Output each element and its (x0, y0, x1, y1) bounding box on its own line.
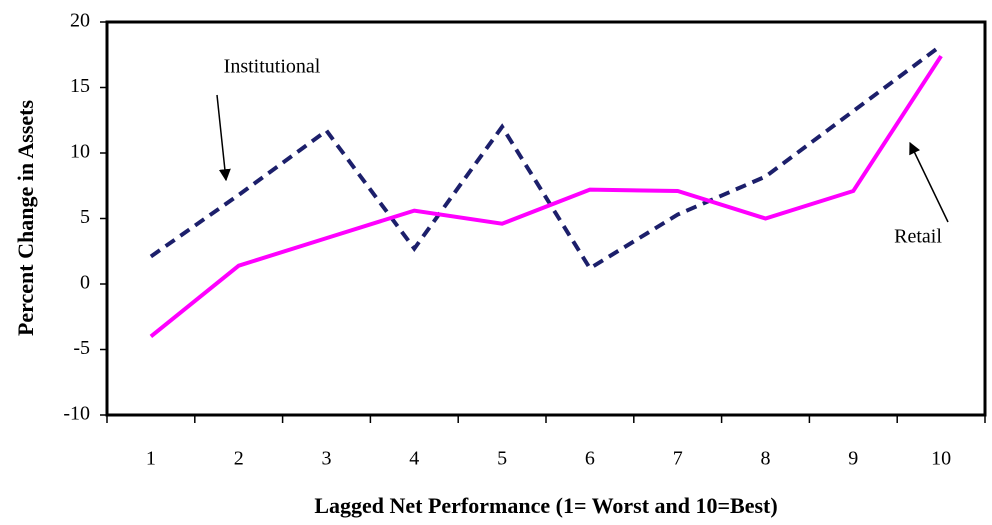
x-tick-label: 4 (409, 448, 419, 470)
series-line (149, 43, 943, 272)
annotation: Institutional (224, 56, 321, 78)
y-tick-label: -10 (63, 403, 90, 425)
x-tick-label: 6 (585, 448, 595, 470)
y-tick-label: 10 (70, 141, 90, 163)
y-tick-label: 15 (70, 75, 90, 97)
y-axis-title: Percent Change in Assets (13, 100, 38, 337)
plot-frame (105, 20, 987, 417)
x-tick-label: 3 (322, 448, 332, 470)
y-tick-label: -5 (73, 337, 90, 359)
x-tick-label: 2 (234, 448, 244, 470)
x-tick-label: 7 (673, 448, 683, 470)
series-line (149, 54, 943, 338)
annotation-arrow (216, 94, 231, 182)
x-tick-label: 10 (931, 448, 951, 470)
x-tick-label: 1 (146, 448, 156, 470)
annotation: Retail (894, 226, 942, 248)
x-tick-label: 9 (848, 448, 858, 470)
y-tick-label: 0 (80, 272, 90, 294)
x-axis-title: Lagged Net Performance (1= Worst and 10=… (314, 493, 777, 518)
x-tick-label: 5 (497, 448, 507, 470)
y-tick-label: 20 (70, 10, 90, 32)
annotation-arrow (909, 141, 949, 223)
x-tick-label: 8 (761, 448, 771, 470)
y-tick-label: 5 (80, 206, 90, 228)
